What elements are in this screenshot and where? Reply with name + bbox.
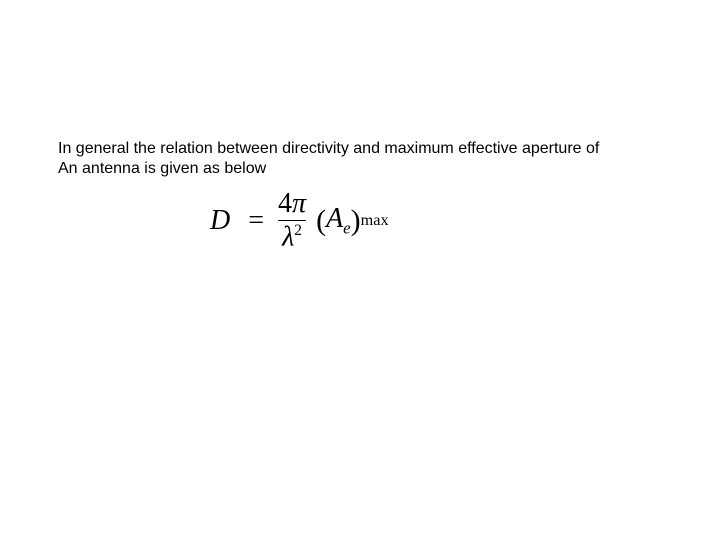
eq-A-base: A [326, 203, 343, 234]
eq-num-pi: π [292, 188, 306, 219]
eq-A-sub: e [343, 218, 350, 237]
eq-den-lambda: λ [282, 221, 294, 252]
eq-den-exp: 2 [294, 222, 302, 239]
directivity-equation: D = 4π λ2 ( Ae ) max [210, 190, 389, 251]
eq-lparen: ( [316, 204, 326, 238]
body-text: In general the relation between directiv… [58, 139, 678, 179]
body-line-2: An antenna is given as below [58, 160, 266, 177]
eq-fraction: 4π λ2 [274, 190, 316, 251]
eq-equals: = [248, 205, 274, 237]
eq-A: Ae [326, 203, 351, 239]
eq-rparen: ) [351, 204, 361, 238]
body-line-1: In general the relation between directiv… [58, 140, 599, 157]
eq-denominator: λ2 [278, 220, 306, 251]
eq-max-subscript: max [361, 211, 389, 230]
slide-page: { "text": { "line1": "In general the rel… [0, 0, 720, 540]
eq-numerator: 4π [274, 190, 310, 220]
eq-num-4: 4 [278, 188, 292, 219]
eq-symbol-D: D [210, 205, 248, 237]
